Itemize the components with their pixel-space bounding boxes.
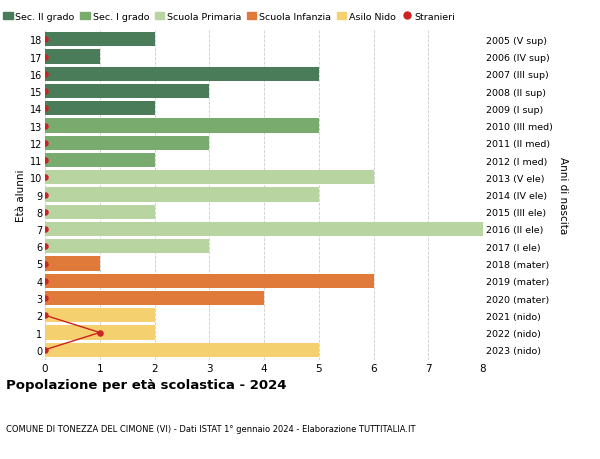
Point	[40, 88, 50, 95]
Point	[40, 312, 50, 319]
Point	[40, 295, 50, 302]
Legend: Sec. II grado, Sec. I grado, Scuola Primaria, Scuola Infanzia, Asilo Nido, Stran: Sec. II grado, Sec. I grado, Scuola Prim…	[3, 13, 455, 22]
Point	[95, 329, 104, 336]
Point	[40, 191, 50, 199]
Point	[40, 243, 50, 251]
Point	[40, 157, 50, 164]
Point	[40, 54, 50, 61]
Bar	[45, 223, 483, 236]
Point	[40, 140, 50, 147]
Bar	[45, 274, 374, 288]
Text: Popolazione per età scolastica - 2024: Popolazione per età scolastica - 2024	[6, 379, 287, 392]
Text: COMUNE DI TONEZZA DEL CIMONE (VI) - Dati ISTAT 1° gennaio 2024 - Elaborazione TU: COMUNE DI TONEZZA DEL CIMONE (VI) - Dati…	[6, 425, 415, 434]
Y-axis label: Età alunni: Età alunni	[16, 169, 26, 221]
Y-axis label: Anni di nascita: Anni di nascita	[558, 157, 568, 234]
Bar	[45, 119, 319, 133]
Bar	[45, 240, 209, 254]
Bar	[45, 308, 155, 323]
Bar	[45, 343, 319, 357]
Point	[40, 71, 50, 78]
Bar	[45, 33, 155, 47]
Bar	[45, 291, 264, 305]
Point	[40, 174, 50, 181]
Bar	[45, 102, 155, 116]
Point	[40, 37, 50, 44]
Bar	[45, 85, 209, 99]
Point	[40, 277, 50, 285]
Bar	[45, 154, 155, 168]
Point	[40, 346, 50, 353]
Bar	[45, 326, 155, 340]
Point	[40, 208, 50, 216]
Point	[40, 260, 50, 268]
Bar	[45, 67, 319, 82]
Bar	[45, 188, 319, 202]
Bar	[45, 257, 100, 271]
Bar	[45, 50, 100, 64]
Bar	[45, 136, 209, 151]
Point	[40, 226, 50, 233]
Point	[40, 106, 50, 113]
Bar	[45, 171, 374, 185]
Point	[40, 123, 50, 130]
Bar	[45, 205, 155, 219]
